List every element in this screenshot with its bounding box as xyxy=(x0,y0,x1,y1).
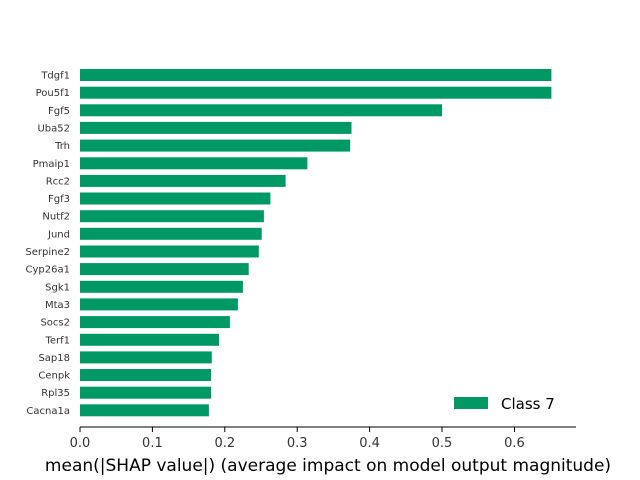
legend-swatch xyxy=(454,397,488,409)
x-tick-label: 0.2 xyxy=(214,436,235,451)
y-tick-label-fgf3: Fgf3 xyxy=(48,194,70,205)
x-tick-label: 0.1 xyxy=(142,436,163,451)
y-tick-label-nutf2: Nutf2 xyxy=(42,212,70,223)
bar-jund xyxy=(80,227,262,240)
y-tick-label-terf1: Terf1 xyxy=(44,335,70,346)
y-tick-label-trh: Trh xyxy=(54,141,70,152)
bar-rpl35 xyxy=(80,386,212,399)
y-tick-labels: Tdgf1 Pou5f1 Fgf5 Uba52 Trh Pmaip1 Rcc2 Fgf3 Nut… xyxy=(25,71,70,417)
bar-terf1 xyxy=(80,333,219,346)
y-tick-label-mta3: Mta3 xyxy=(45,300,70,311)
legend-label: Class 7 xyxy=(501,395,555,413)
bar-cacna1a xyxy=(80,404,209,417)
y-tick-label-rcc2: Rcc2 xyxy=(46,176,70,187)
x-ticks: 0.0 0.1 0.2 0.3 0.4 0.5 0.6 xyxy=(70,427,525,451)
bar-cyp26a1 xyxy=(80,263,249,276)
bar-nutf2 xyxy=(80,210,264,223)
y-tick-label-uba52: Uba52 xyxy=(37,123,70,134)
y-tick-label-pou5f1: Pou5f1 xyxy=(36,88,70,99)
bar-pmaip1 xyxy=(80,157,308,170)
y-tick-label-sap18: Sap18 xyxy=(38,353,70,364)
legend: Class 7 xyxy=(454,395,555,413)
y-tick-label-cyp26a1: Cyp26a1 xyxy=(26,265,70,276)
bar-sap18 xyxy=(80,351,212,364)
x-tick-label: 0.0 xyxy=(70,436,91,451)
x-axis-label: mean(|SHAP value|) (average impact on mo… xyxy=(45,456,611,476)
y-tick-label-sgk1: Sgk1 xyxy=(45,282,70,293)
bar-rcc2 xyxy=(80,174,286,187)
bar-fgf5 xyxy=(80,104,442,117)
y-tick-label-serpine2: Serpine2 xyxy=(25,247,70,258)
bar-tdgf1 xyxy=(80,69,552,81)
y-tick-label-pmaip1: Pmaip1 xyxy=(33,159,70,170)
bar-serpine2 xyxy=(80,245,259,258)
bar-fgf3 xyxy=(80,192,271,205)
x-tick-label: 0.3 xyxy=(287,436,308,451)
bar-uba52 xyxy=(80,121,352,134)
bar-trh xyxy=(80,139,351,152)
y-tick-label-rpl35: Rpl35 xyxy=(41,388,70,399)
bar-cenpk xyxy=(80,369,212,381)
bar-sgk1 xyxy=(80,280,243,293)
bar-pou5f1 xyxy=(80,86,552,99)
y-tick-label-cacna1a: Cacna1a xyxy=(26,406,70,417)
y-tick-label-jund: Jund xyxy=(47,229,70,240)
y-tick-label-cenpk: Cenpk xyxy=(38,371,70,382)
x-tick-label: 0.5 xyxy=(432,436,453,451)
y-tick-label-fgf5: Fgf5 xyxy=(48,106,70,117)
y-tick-label-tdgf1: Tdgf1 xyxy=(40,71,70,82)
bar-socs2 xyxy=(80,316,230,329)
x-tick-label: 0.4 xyxy=(359,436,380,451)
bar-mta3 xyxy=(80,298,238,311)
y-tick-label-socs2: Socs2 xyxy=(40,318,70,329)
x-tick-label: 0.6 xyxy=(504,436,525,451)
bars-group xyxy=(80,69,552,417)
